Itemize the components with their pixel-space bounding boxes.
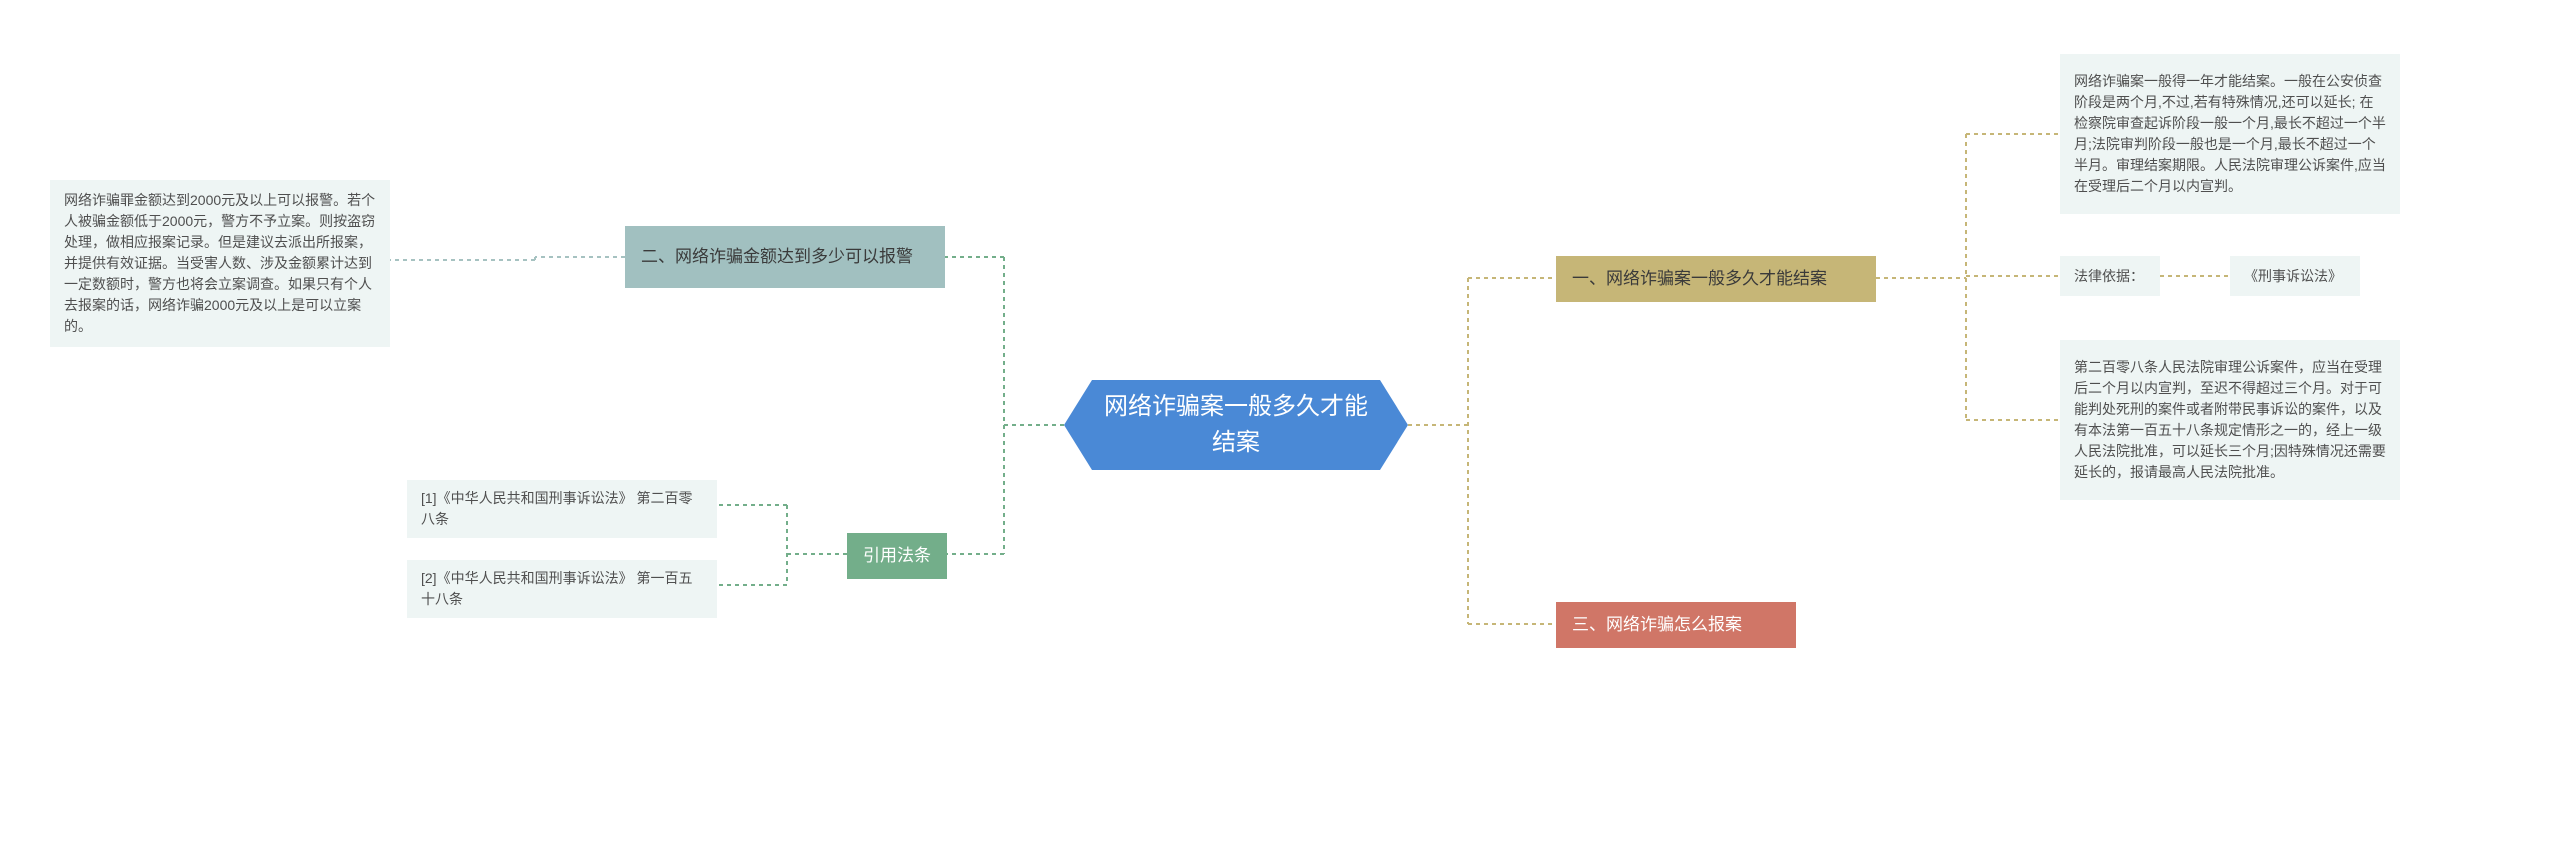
branch-3: 三、网络诈骗怎么报案 <box>1556 602 1796 648</box>
branch-1-leaf-2b: 《刑事诉讼法》 <box>2230 256 2360 296</box>
mindmap-center: 网络诈骗案一般多久才能结案 <box>1064 380 1408 470</box>
branch-4-leaf-2: [2]《中华人民共和国刑事诉讼法》 第一百五十八条 <box>407 560 717 618</box>
branch-4-leaf-1: [1]《中华人民共和国刑事诉讼法》 第二百零八条 <box>407 480 717 538</box>
branch-1-leaf-3: 第二百零八条人民法院审理公诉案件，应当在受理后二个月以内宣判，至迟不得超过三个月… <box>2060 340 2400 500</box>
branch-2-leaf-1: 网络诈骗罪金额达到2000元及以上可以报警。若个人被骗金额低于2000元，警方不… <box>50 180 390 347</box>
branch-4: 引用法条 <box>847 533 947 579</box>
branch-1-leaf-2a: 法律依据： <box>2060 256 2160 296</box>
branch-1: 一、网络诈骗案一般多久才能结案 <box>1556 256 1876 302</box>
branch-2: 二、网络诈骗金额达到多少可以报警 <box>625 226 945 288</box>
branch-1-leaf-1: 网络诈骗案一般得一年才能结案。一般在公安侦查阶段是两个月,不过,若有特殊情况,还… <box>2060 54 2400 214</box>
